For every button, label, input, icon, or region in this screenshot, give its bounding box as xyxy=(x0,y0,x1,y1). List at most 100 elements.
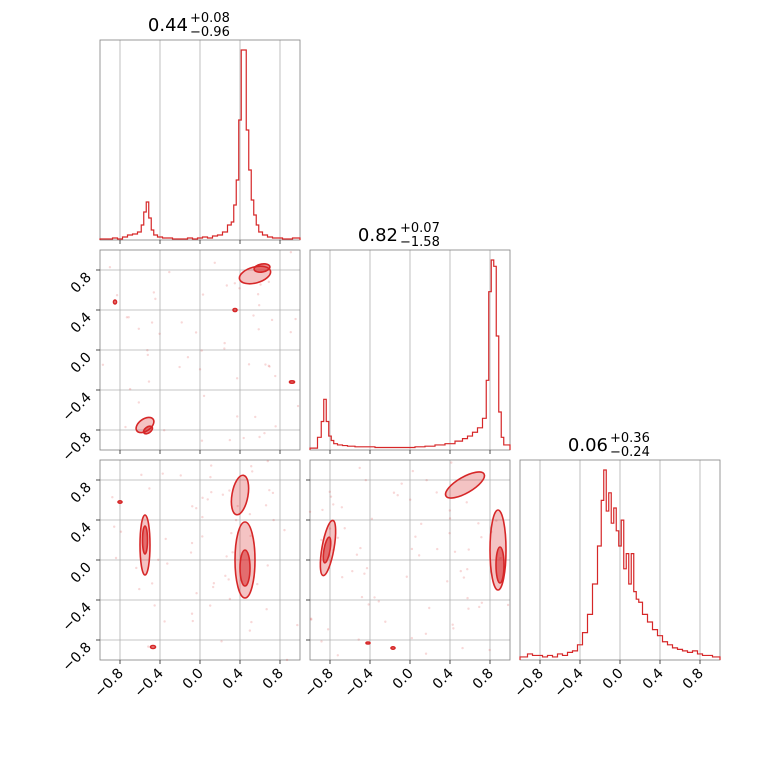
scatter-point xyxy=(150,582,154,585)
scatter-point xyxy=(238,287,241,290)
scatter-point xyxy=(459,569,462,573)
scatter-point xyxy=(363,572,366,575)
scatter-point xyxy=(127,316,130,319)
scatter-point xyxy=(128,387,132,391)
scatter-point xyxy=(225,555,228,558)
x-tick-label: −0.8 xyxy=(301,666,336,701)
scatter-point xyxy=(256,293,260,296)
title-value: 0.82 xyxy=(358,225,398,246)
scatter-point xyxy=(377,600,380,603)
scatter-point xyxy=(252,314,255,317)
scatter-point xyxy=(200,439,204,442)
scatter-point xyxy=(211,585,215,589)
panels-layer: −0.8−0.40.00.40.8−0.8 −0.4 0.0 0.4 0.8−0.8−0… xyxy=(59,39,721,701)
scatter-point xyxy=(495,519,498,522)
scatter-point xyxy=(289,250,293,254)
scatter-point xyxy=(384,620,387,623)
scatter-point xyxy=(480,601,484,604)
scatter-point xyxy=(506,603,510,607)
scatter-point xyxy=(124,425,127,429)
scatter-point xyxy=(248,512,252,516)
scatter-point xyxy=(209,475,212,479)
scatter-point xyxy=(146,353,150,357)
scatter-point xyxy=(355,553,359,556)
scatter-point xyxy=(264,504,268,507)
scatter-point xyxy=(179,474,182,477)
scatter-point xyxy=(227,578,230,581)
scatter-point xyxy=(410,547,414,551)
contour-inner xyxy=(142,425,154,435)
scatter-point xyxy=(271,491,275,495)
scatter-point xyxy=(213,261,216,265)
scatter-point xyxy=(466,596,469,600)
scatter-point xyxy=(162,429,166,432)
scatter-point xyxy=(250,620,253,624)
x-tick-label: 0.4 xyxy=(640,665,667,692)
scatter-point xyxy=(328,490,331,494)
scatter-point xyxy=(190,541,194,545)
scatter-point xyxy=(264,363,267,366)
scatter-point xyxy=(223,341,226,345)
scatter-point xyxy=(488,648,491,652)
scatter-point xyxy=(396,493,399,497)
scatter-point xyxy=(453,550,457,553)
x-tick-label: 0.4 xyxy=(430,665,457,692)
scatter-point xyxy=(234,518,238,522)
scatter-point xyxy=(448,509,451,512)
scatter-point xyxy=(360,595,364,599)
x-tick-label: −0.4 xyxy=(131,665,166,700)
contour-outer xyxy=(230,474,250,516)
scatter-point xyxy=(428,606,431,610)
scatter-point xyxy=(191,505,194,508)
scatter-point xyxy=(223,347,226,350)
scatter-point xyxy=(140,473,143,477)
scatter-point xyxy=(480,536,483,539)
scatter-point xyxy=(263,431,266,435)
title-plus-error: +0.36 xyxy=(610,431,650,446)
scatter-point xyxy=(451,623,454,626)
scatter-point xyxy=(154,297,157,301)
scatter-point xyxy=(448,517,452,520)
scatter-point xyxy=(201,515,204,519)
scatter-point xyxy=(202,394,206,398)
scatter-point xyxy=(257,328,260,331)
scatter-point xyxy=(405,575,408,578)
scatter-point xyxy=(251,470,254,473)
histogram-step-2 xyxy=(519,469,721,660)
scatter-point xyxy=(225,284,229,287)
scatter-point xyxy=(166,562,169,565)
scatter-point xyxy=(272,518,275,522)
contour-island xyxy=(288,379,296,384)
scatter-point xyxy=(236,504,239,508)
y-tick-label: −0.4 xyxy=(59,599,94,634)
scatter-point xyxy=(208,604,212,607)
title-minus-error: −0.24 xyxy=(610,445,650,460)
title-plus-error: +0.08 xyxy=(190,11,230,26)
scatter-point xyxy=(161,472,164,475)
scatter-point xyxy=(466,567,469,571)
scatter-point xyxy=(150,321,154,324)
contour-inner xyxy=(322,536,332,564)
y-tick-label: 0.0 xyxy=(68,560,95,587)
x-tick-label: 0.8 xyxy=(680,666,707,693)
y-tick-label: −0.4 xyxy=(59,389,94,424)
x-tick-label: −0.4 xyxy=(341,665,376,700)
scatter-point xyxy=(310,618,313,621)
contour-island xyxy=(232,307,238,313)
scatter-point xyxy=(201,496,204,500)
scatter-point xyxy=(195,591,198,595)
scatter-point xyxy=(308,510,312,514)
x-tick-label: 0.0 xyxy=(390,666,417,693)
scatter-point xyxy=(209,464,213,467)
scatter-point xyxy=(230,531,233,535)
scatter-point xyxy=(289,330,292,334)
scatter-point xyxy=(364,478,368,482)
x-tick-label: 0.8 xyxy=(470,666,497,693)
x-tick-label: 0.4 xyxy=(220,665,247,692)
scatter-point xyxy=(370,517,374,520)
contour-island xyxy=(112,299,118,305)
scatter-point xyxy=(200,349,203,352)
scatter-point xyxy=(115,293,119,297)
scatter-point xyxy=(341,576,344,579)
